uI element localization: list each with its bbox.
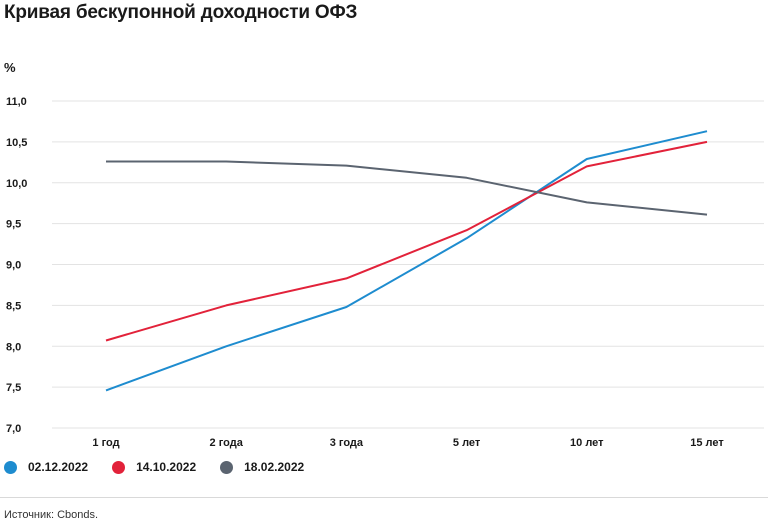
- x-tick-label: 2 года: [210, 437, 244, 449]
- x-tick-label: 15 лет: [690, 437, 724, 449]
- legend-item-0: 02.12.2022: [4, 460, 88, 474]
- x-tick-label: 10 лет: [570, 437, 604, 449]
- legend-marker-1: [112, 460, 126, 474]
- grid-lines: [52, 100, 764, 429]
- y-tick-labels: 11,0 10,5 10,0 9,5 9,0 8,5 8,0 7,5 7,0: [6, 96, 27, 435]
- series-line-0: [105, 130, 708, 392]
- y-tick-label: 10,0: [6, 178, 27, 190]
- legend-item-2: 18.02.2022: [220, 460, 304, 474]
- series-line-2: [106, 160, 708, 216]
- x-tick-labels: 1 год 2 года 3 года 5 лет 10 лет 15 лет: [92, 437, 724, 449]
- legend-marker-0: [4, 460, 17, 474]
- legend-marker-2: [220, 460, 234, 474]
- legend: 02.12.2022 14.10.2022 18.02.2022: [4, 460, 328, 474]
- y-tick-label: 11,0: [6, 96, 27, 108]
- y-tick-label: 8,5: [6, 300, 21, 312]
- y-tick-label: 7,5: [6, 382, 21, 394]
- y-tick-label: 10,5: [6, 137, 27, 149]
- line-chart: 11,0 10,5 10,0 9,5 9,0 8,5 8,0 7,5 7,0 1 год 2 го…: [6, 96, 764, 449]
- divider: [0, 497, 768, 498]
- chart-title: Кривая бескупонной доходности ОФЗ: [4, 2, 358, 23]
- x-tick-label: 3 года: [330, 437, 364, 449]
- legend-item-1: 14.10.2022: [112, 460, 196, 474]
- y-tick-label: 8,0: [6, 341, 21, 353]
- y-tick-label: 9,0: [6, 260, 21, 272]
- x-tick-label: 1 год: [92, 437, 119, 449]
- legend-label-0: 02.12.2022: [28, 460, 89, 474]
- series-line-1: [105, 140, 708, 342]
- y-tick-label: 9,5: [6, 219, 21, 231]
- y-tick-label: 7,0: [6, 423, 21, 435]
- legend-label-1: 14.10.2022: [136, 460, 197, 474]
- legend-label-2: 18.02.2022: [244, 460, 305, 474]
- x-tick-label: 5 лет: [453, 437, 481, 449]
- series-lines: [105, 130, 708, 392]
- y-axis-unit: %: [4, 60, 16, 75]
- source-note: Источник: Cbonds.: [4, 509, 99, 521]
